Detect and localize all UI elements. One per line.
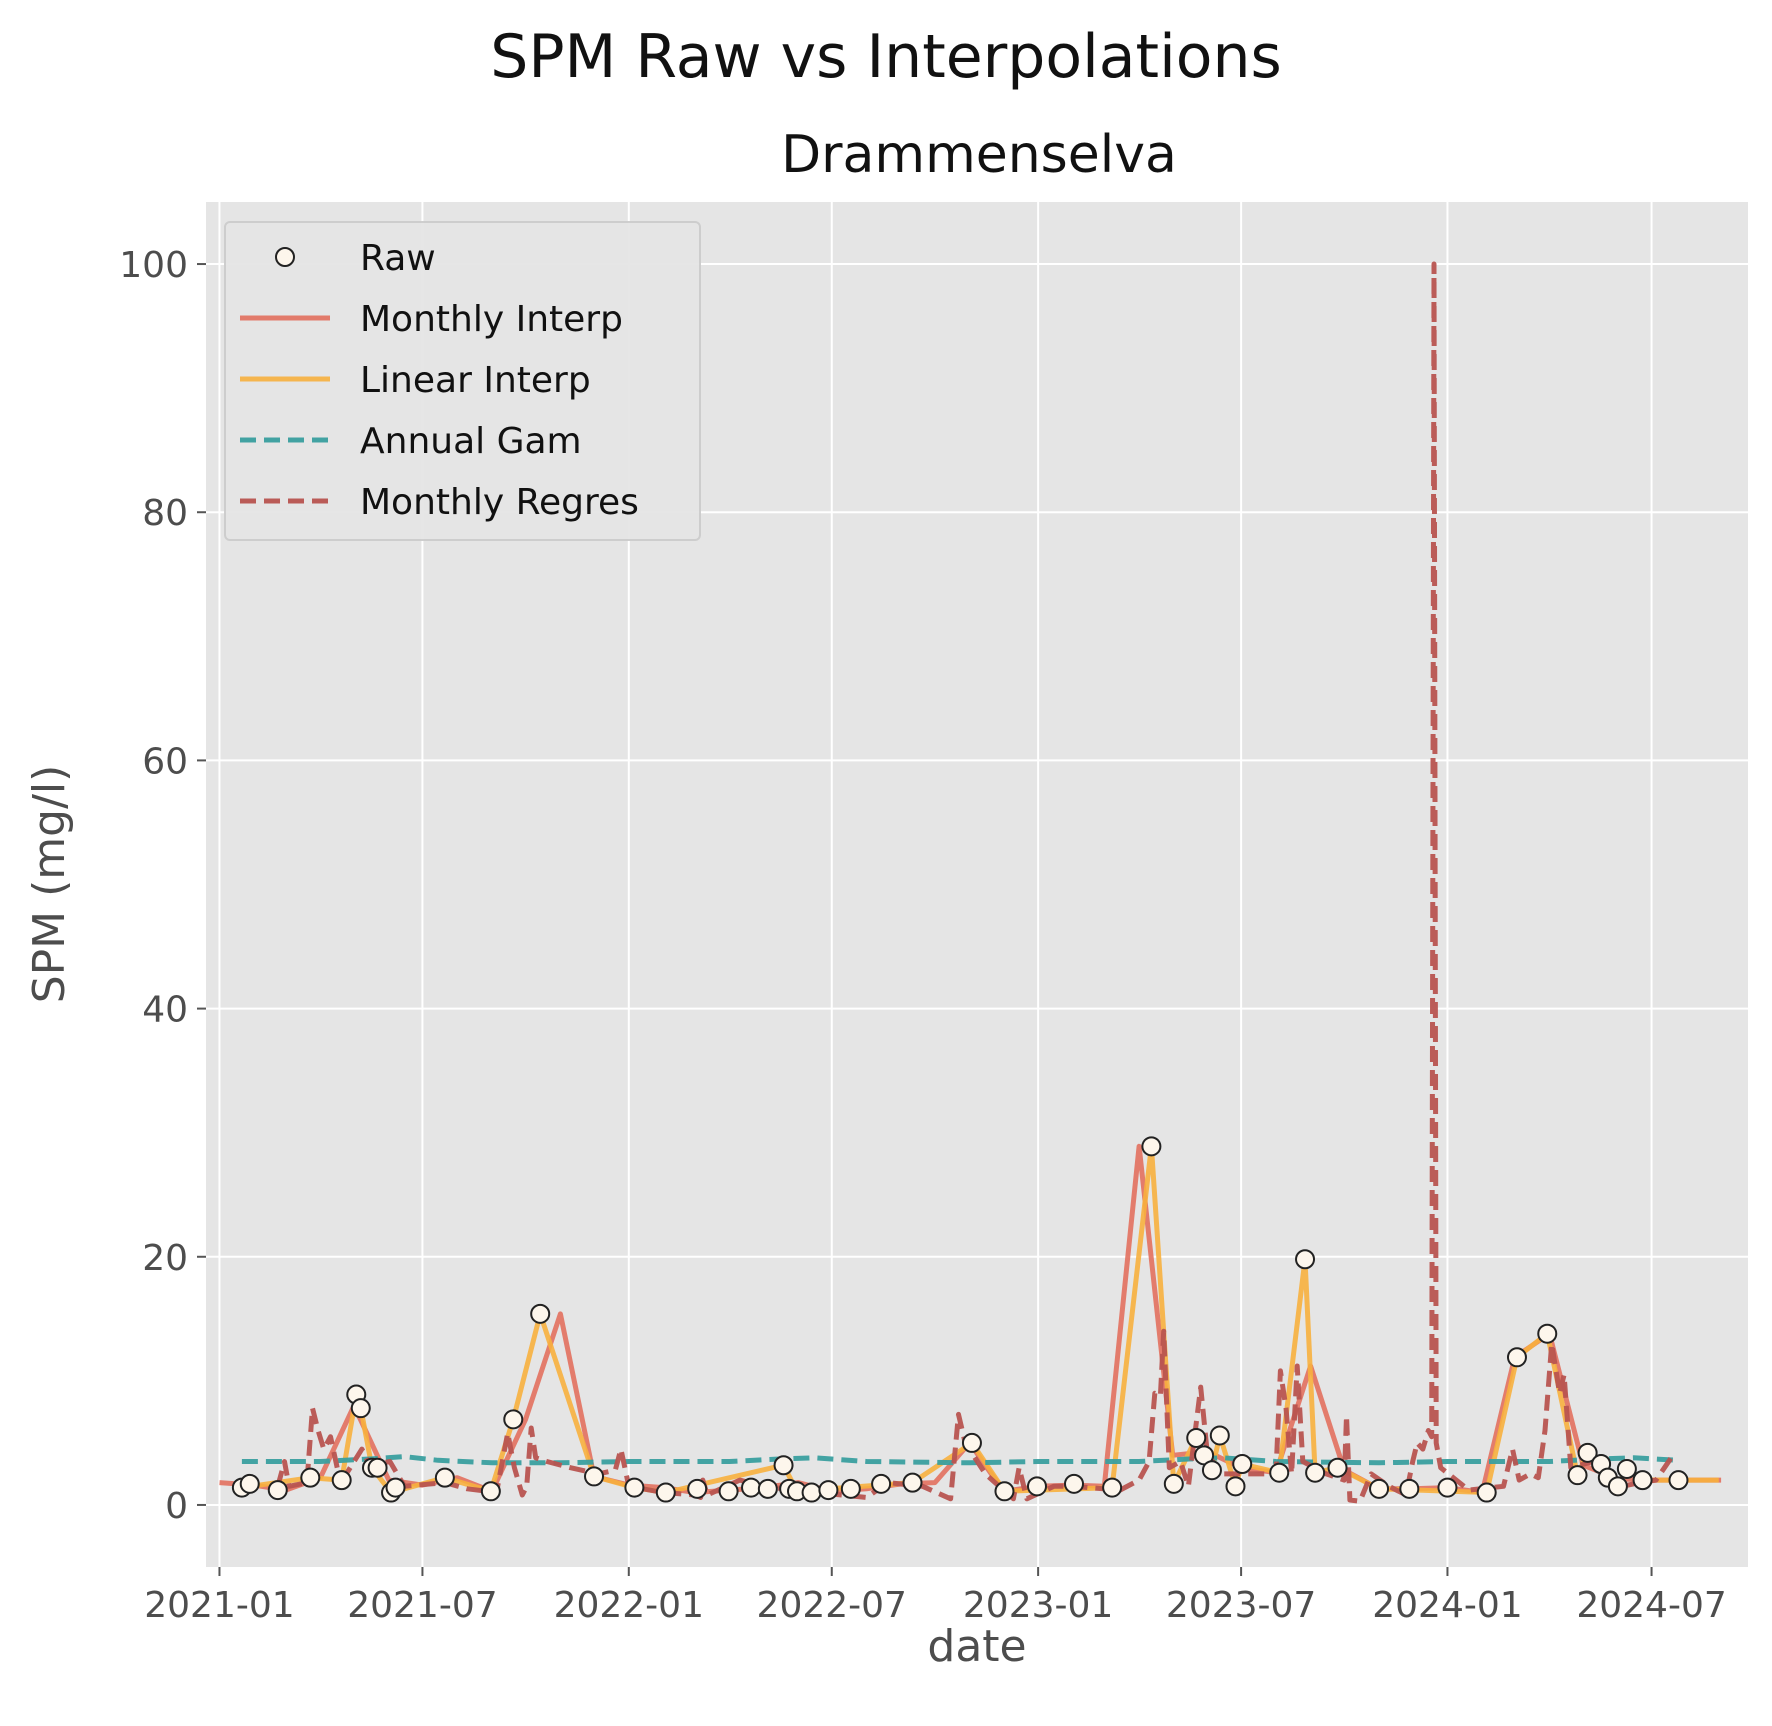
raw-point bbox=[1295, 1249, 1316, 1270]
raw-point bbox=[1632, 1470, 1653, 1491]
series-group bbox=[219, 261, 1722, 1504]
raw-point bbox=[367, 1457, 388, 1478]
x-tick-label: 2023-01 bbox=[963, 1585, 1113, 1626]
raw-point bbox=[818, 1480, 839, 1501]
raw-point bbox=[1225, 1476, 1246, 1497]
raw-point bbox=[1305, 1462, 1326, 1483]
raw-point bbox=[1201, 1460, 1222, 1481]
raw-point bbox=[1668, 1470, 1689, 1491]
raw-point bbox=[480, 1481, 501, 1502]
raw-point bbox=[350, 1398, 371, 1419]
legend-label-annual-gam: Annual Gam bbox=[360, 421, 582, 462]
y-tick-label: 20 bbox=[142, 1238, 188, 1279]
legend-swatch-raw bbox=[275, 247, 295, 267]
legend: Raw Monthly Interp Linear Interp Annual Gam… bbox=[224, 221, 701, 541]
raw-point bbox=[994, 1481, 1015, 1502]
x-tick-label: 2022-01 bbox=[554, 1585, 704, 1626]
raw-point bbox=[503, 1409, 524, 1430]
raw-point bbox=[1607, 1476, 1628, 1497]
raw-point bbox=[1327, 1457, 1348, 1478]
raw-point bbox=[773, 1455, 794, 1476]
raw-point bbox=[757, 1478, 778, 1499]
legend-label-monthly-regres: Monthly Regres bbox=[360, 482, 639, 523]
legend-box bbox=[224, 221, 701, 541]
chart-title: Drammenselva bbox=[781, 125, 1177, 185]
raw-point bbox=[1102, 1477, 1123, 1498]
raw-point bbox=[1232, 1454, 1253, 1475]
raw-point bbox=[1616, 1458, 1637, 1479]
raw-point bbox=[1537, 1323, 1558, 1344]
y-tick-label: 40 bbox=[142, 990, 188, 1031]
legend-label-linear-interp: Linear Interp bbox=[360, 360, 591, 401]
raw-point bbox=[1577, 1442, 1598, 1463]
raw-point bbox=[530, 1303, 551, 1324]
x-tick-label: 2022-07 bbox=[757, 1585, 907, 1626]
y-tick-label: 0 bbox=[165, 1486, 188, 1527]
raw-point bbox=[741, 1477, 762, 1498]
raw-point bbox=[871, 1473, 892, 1494]
raw-point bbox=[1399, 1478, 1420, 1499]
raw-point bbox=[1064, 1473, 1085, 1494]
raw-point bbox=[1567, 1465, 1588, 1486]
raw-point bbox=[961, 1432, 982, 1453]
raw-point bbox=[1209, 1425, 1230, 1446]
raw-point bbox=[267, 1480, 288, 1501]
raw-point bbox=[300, 1467, 321, 1488]
raw-point bbox=[584, 1466, 605, 1487]
figure-title: SPM Raw vs Interpolations bbox=[490, 22, 1282, 92]
raw-point bbox=[1026, 1476, 1047, 1497]
y-tick-label: 80 bbox=[142, 493, 188, 534]
raw-point bbox=[1141, 1136, 1162, 1157]
raw-point bbox=[385, 1477, 406, 1498]
legend-label-monthly-interp: Monthly Interp bbox=[360, 299, 623, 340]
raw-point bbox=[902, 1472, 923, 1493]
x-tick-label: 2024-01 bbox=[1372, 1585, 1522, 1626]
raw-point bbox=[239, 1473, 260, 1494]
raw-point bbox=[1437, 1477, 1458, 1498]
raw-point bbox=[801, 1482, 822, 1503]
series-line-annual-gam bbox=[241, 1454, 1679, 1466]
raw-point bbox=[655, 1482, 676, 1503]
raw-point bbox=[1506, 1347, 1527, 1368]
x-tick-label: 2021-07 bbox=[347, 1585, 497, 1626]
raw-point bbox=[1369, 1478, 1390, 1499]
raw-point bbox=[840, 1478, 861, 1499]
x-axis-label: date bbox=[927, 1621, 1026, 1672]
y-tick-label: 60 bbox=[142, 741, 188, 782]
y-axis-label: SPM (mg/l) bbox=[24, 765, 75, 1004]
raw-point bbox=[718, 1481, 739, 1502]
raw-point bbox=[687, 1478, 708, 1499]
raw-point bbox=[1476, 1482, 1497, 1503]
raw-point bbox=[624, 1477, 645, 1498]
axes: 2021-01 2021-07 2022-01 2022-07 2023-01 2023-… bbox=[119, 245, 1726, 1626]
x-tick-label: 2021-01 bbox=[144, 1585, 294, 1626]
y-tick-label: 100 bbox=[119, 245, 188, 286]
raw-point bbox=[1163, 1473, 1184, 1494]
legend-label-raw: Raw bbox=[360, 238, 436, 279]
x-tick-label: 2023-07 bbox=[1166, 1585, 1316, 1626]
x-tick-label: 2024-07 bbox=[1576, 1585, 1726, 1626]
raw-point bbox=[331, 1470, 352, 1491]
raw-point bbox=[1186, 1427, 1207, 1448]
raw-point bbox=[1269, 1462, 1290, 1483]
raw-point bbox=[434, 1467, 455, 1488]
